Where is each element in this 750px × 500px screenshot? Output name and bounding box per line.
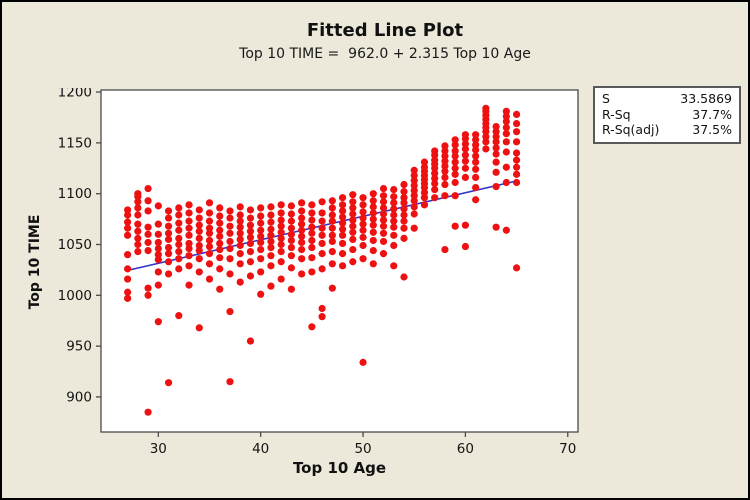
axis-ticks: 900 950 1000 1050 1100 1150 1200 30 40 50 60 70 <box>58 88 577 457</box>
y-axis-title: Top 10 TIME <box>27 214 43 310</box>
svg-text:50: 50 <box>354 441 371 457</box>
legend-label-rsq: R-Sq <box>602 106 631 122</box>
svg-text:950: 950 <box>66 339 92 355</box>
stats-legend-box: S 33.5869 R-Sq 37.7% R-Sq(adj) 37.5% <box>593 86 741 144</box>
legend-row-s: S 33.5869 <box>602 91 732 107</box>
svg-text:40: 40 <box>252 441 269 457</box>
svg-text:1050: 1050 <box>58 237 92 253</box>
legend-row-rsqadj: R-Sq(adj) 37.5% <box>602 122 732 138</box>
legend-value-s: 33.5869 <box>680 91 732 106</box>
svg-text:900: 900 <box>66 389 92 405</box>
legend-row-rsq: R-Sq 37.7% <box>602 107 732 123</box>
scatter-plot-area: 900 950 1000 1050 1100 1150 1200 30 40 50 60 70 <box>58 88 579 457</box>
svg-text:1200: 1200 <box>58 88 92 101</box>
svg-text:60: 60 <box>457 441 474 457</box>
chart-title: Fitted Line Plot <box>306 20 464 41</box>
svg-text:1100: 1100 <box>58 186 92 202</box>
legend-value-rsqadj: 37.5% <box>692 122 732 137</box>
svg-text:1150: 1150 <box>58 135 92 151</box>
legend-value-rsq: 37.7% <box>692 106 732 122</box>
x-axis-title: Top 10 Age <box>292 459 387 477</box>
scatter-points <box>124 104 521 416</box>
legend-label-rsqadj: R-Sq(adj) <box>602 122 660 137</box>
legend-label-s: S <box>602 91 610 106</box>
svg-text:70: 70 <box>559 441 576 457</box>
svg-text:30: 30 <box>150 441 167 457</box>
regression-equation: Top 10 TIME = 962.0 + 2.315 Top 10 Age <box>239 46 531 62</box>
svg-text:1000: 1000 <box>58 288 92 304</box>
